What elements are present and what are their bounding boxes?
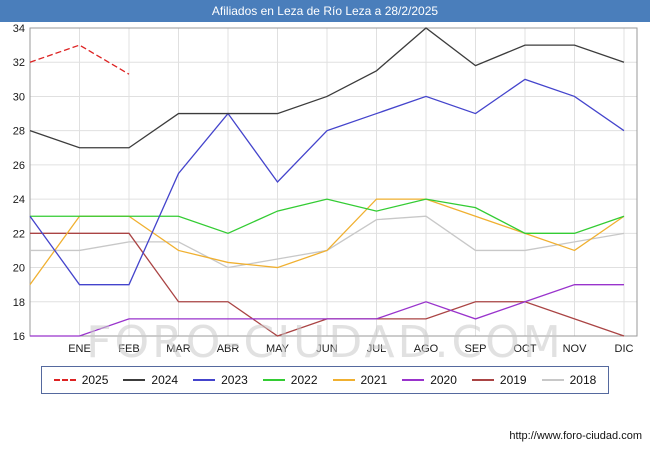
plot-border (29, 27, 638, 337)
x-tick-label: SEP (464, 343, 486, 355)
y-tick-label: 28 (13, 126, 25, 138)
y-tick-label: 16 (13, 331, 25, 343)
x-tick-label: ENE (68, 343, 91, 355)
y-tick-label: 22 (13, 228, 25, 240)
x-tick-label: DIC (615, 343, 634, 355)
x-tick-label: JUN (316, 343, 337, 355)
legend-label-2022: 2022 (290, 373, 318, 387)
legend-label-2020: 2020 (430, 373, 457, 387)
x-tick-label: ABR (217, 343, 240, 355)
x-tick-label: FEB (118, 343, 139, 355)
legend-label-2024: 2024 (151, 373, 179, 387)
legend-item-2024: 2024 (123, 373, 178, 387)
series-line-2023 (29, 78, 625, 286)
legend-line-sample-2022 (262, 379, 285, 381)
legend-line-sample-2025 (53, 379, 76, 381)
series-line-2022 (30, 198, 625, 235)
footer: http://www.foro-ciudad.com (509, 430, 642, 442)
footer-url[interactable]: http://www.foro-ciudad.com (509, 430, 642, 442)
series-line-2024 (29, 27, 625, 149)
legend-line-sample-2021 (332, 379, 355, 381)
chart-title-bar: Afiliados en Leza de Río Leza a 28/2/202… (0, 0, 650, 22)
x-tick-label: OCT (513, 343, 537, 355)
legend-item-2018: 2018 (541, 373, 597, 387)
y-tick-label: 24 (13, 194, 25, 206)
legend: 2025 2024 2023 2022 2021 2020 2019 2018 (40, 366, 610, 394)
legend-label-2018: 2018 (569, 373, 597, 387)
x-tick-label: MAR (166, 343, 191, 355)
legend-label-2023: 2023 (221, 373, 248, 387)
legend-item-2021: 2021 (332, 373, 388, 387)
chart-title: Afiliados en Leza de Río Leza a 28/2/202… (211, 4, 439, 18)
legend-item-2020: 2020 (402, 373, 457, 387)
legend-item-2022: 2022 (262, 373, 318, 387)
y-tick-label: 18 (13, 297, 25, 309)
affiliation-line-chart: 16 18 20 22 24 26 28 30 32 34 ENE FEB MAR ABR MAY JUN JU… (13, 23, 638, 355)
x-tick-label: AGO (414, 343, 439, 355)
legend-label-2021: 2021 (360, 373, 388, 387)
legend-line-sample-2018 (541, 379, 564, 381)
legend-label-2019: 2019 (499, 373, 527, 387)
legend-item-2023: 2023 (193, 373, 248, 387)
y-tick-label: 20 (13, 263, 25, 275)
x-tick-label: MAY (266, 343, 290, 355)
legend-line-sample-2020 (402, 379, 425, 381)
legend-line-sample-2023 (193, 379, 216, 381)
legend-line-sample-2019 (471, 379, 494, 381)
legend-item-2025: 2025 (53, 373, 109, 387)
x-tick-label: JUL (367, 343, 387, 355)
legend-item-2019: 2019 (471, 373, 527, 387)
y-tick-label: 30 (13, 91, 25, 103)
y-tick-label: 32 (13, 57, 25, 69)
y-tick-label: 26 (13, 160, 25, 172)
series-line-2025 (29, 44, 130, 75)
chart-area: 16 18 20 22 24 26 28 30 32 34 ENE FEB MAR ABR MAY JUN JU… (0, 22, 650, 368)
y-tick-label: 34 (13, 23, 25, 35)
x-tick-label: NOV (563, 343, 588, 355)
legend-line-sample-2024 (123, 379, 146, 381)
legend-label-2025: 2025 (81, 373, 109, 387)
series-line-2020 (30, 284, 624, 337)
